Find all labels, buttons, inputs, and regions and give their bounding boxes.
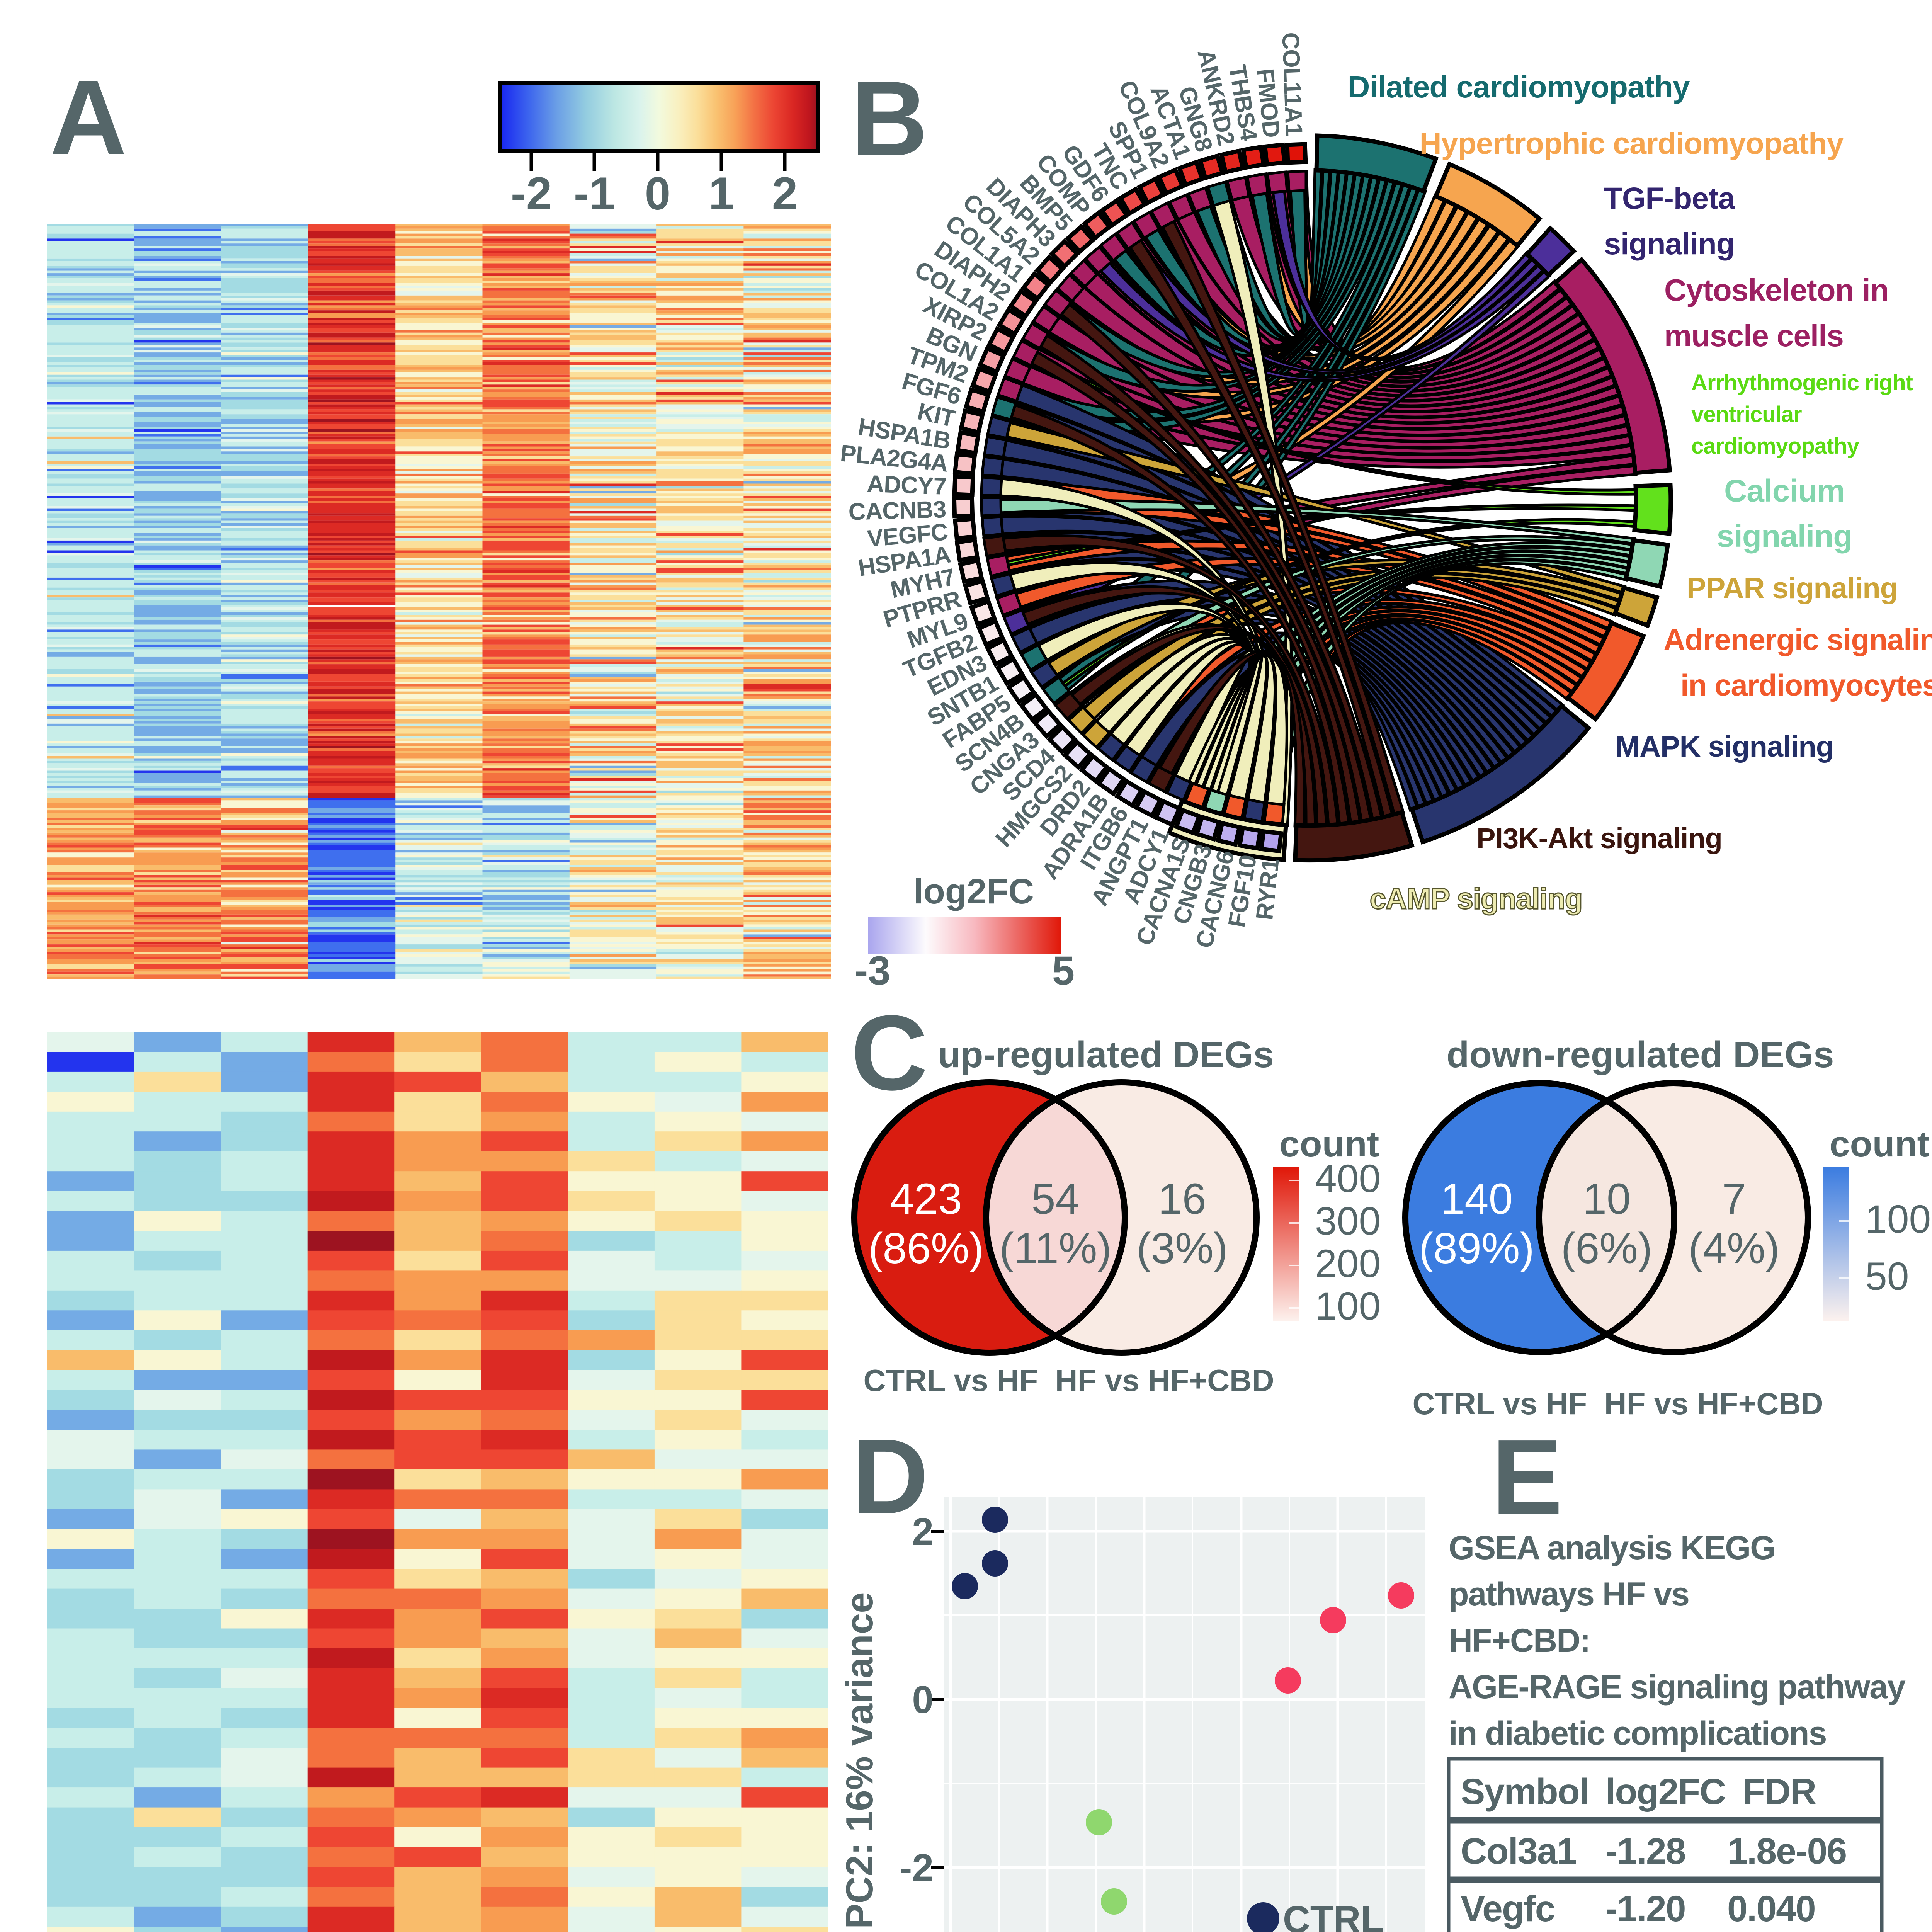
svg-text:pathways HF vs: pathways HF vs bbox=[1449, 1576, 1689, 1613]
svg-text:0: 0 bbox=[645, 168, 671, 219]
svg-text:100: 100 bbox=[1865, 1197, 1931, 1241]
svg-text:C: C bbox=[851, 993, 928, 1112]
svg-text:Dilated cardiomyopathy: Dilated cardiomyopathy bbox=[1348, 70, 1690, 104]
svg-text:HF+CBD:: HF+CBD: bbox=[1449, 1622, 1590, 1659]
svg-text:Calcium: Calcium bbox=[1724, 473, 1845, 509]
svg-text:cAMP signaling: cAMP signaling bbox=[1370, 883, 1582, 915]
svg-text:TGF-beta: TGF-beta bbox=[1604, 181, 1736, 215]
svg-text:(6%): (6%) bbox=[1561, 1224, 1652, 1272]
svg-text:-2: -2 bbox=[511, 168, 552, 219]
svg-text:(89%): (89%) bbox=[1419, 1224, 1534, 1272]
svg-text:1.8e-06: 1.8e-06 bbox=[1727, 1831, 1846, 1872]
svg-text:Arrhythmogenic right: Arrhythmogenic right bbox=[1691, 370, 1913, 395]
svg-text:Vegfc: Vegfc bbox=[1461, 1888, 1555, 1929]
svg-text:A: A bbox=[50, 58, 127, 177]
svg-text:-1: -1 bbox=[574, 168, 615, 219]
svg-text:100: 100 bbox=[1315, 1284, 1381, 1328]
svg-text:(86%): (86%) bbox=[868, 1224, 984, 1272]
svg-text:FDR: FDR bbox=[1743, 1771, 1816, 1812]
svg-text:300: 300 bbox=[1315, 1199, 1381, 1243]
svg-text:0: 0 bbox=[912, 1678, 934, 1721]
svg-text:ADCY7: ADCY7 bbox=[867, 471, 947, 500]
svg-text:0.040: 0.040 bbox=[1727, 1888, 1815, 1929]
svg-text:in cardiomyocytes: in cardiomyocytes bbox=[1680, 668, 1932, 702]
svg-text:log2FC: log2FC bbox=[913, 872, 1034, 911]
svg-text:16: 16 bbox=[1158, 1175, 1206, 1223]
svg-text:signaling: signaling bbox=[1717, 519, 1852, 554]
svg-text:-1.28: -1.28 bbox=[1605, 1831, 1685, 1872]
svg-text:10: 10 bbox=[1583, 1175, 1631, 1223]
svg-text:down-regulated DEGs: down-regulated DEGs bbox=[1447, 1034, 1834, 1075]
svg-text:Cytoskeleton in: Cytoskeleton in bbox=[1664, 273, 1889, 307]
svg-text:signaling: signaling bbox=[1604, 226, 1735, 261]
svg-text:COL11A1: COL11A1 bbox=[1277, 32, 1307, 136]
svg-text:400: 400 bbox=[1315, 1156, 1381, 1201]
svg-text:200: 200 bbox=[1315, 1242, 1381, 1286]
svg-text:up-regulated DEGs: up-regulated DEGs bbox=[938, 1034, 1274, 1075]
svg-text:muscle cells: muscle cells bbox=[1664, 318, 1844, 353]
svg-text:PC2: 16% variance: PC2: 16% variance bbox=[838, 1592, 881, 1929]
svg-text:AGE-RAGE signaling pathway: AGE-RAGE signaling pathway bbox=[1449, 1668, 1906, 1706]
svg-text:54: 54 bbox=[1031, 1175, 1080, 1223]
svg-text:cardiomyopathy: cardiomyopathy bbox=[1691, 434, 1859, 459]
svg-text:2: 2 bbox=[912, 1510, 934, 1553]
svg-text:RYR1: RYR1 bbox=[1251, 857, 1284, 922]
svg-text:Hypertrophic cardiomyopathy: Hypertrophic cardiomyopathy bbox=[1420, 126, 1844, 160]
svg-text:E: E bbox=[1492, 1418, 1563, 1537]
svg-text:CTRL vs HF HF vs HF+CBD: CTRL vs HF HF vs HF+CBD bbox=[1412, 1386, 1823, 1421]
svg-text:log2FC: log2FC bbox=[1605, 1771, 1725, 1812]
svg-text:5: 5 bbox=[1052, 948, 1075, 993]
svg-text:ventricular: ventricular bbox=[1691, 402, 1802, 427]
svg-text:B: B bbox=[851, 59, 928, 178]
svg-text:count: count bbox=[1830, 1124, 1930, 1165]
svg-text:(4%): (4%) bbox=[1688, 1224, 1779, 1272]
svg-text:2: 2 bbox=[772, 168, 798, 219]
svg-text:count: count bbox=[1279, 1124, 1379, 1165]
svg-text:Col3a1: Col3a1 bbox=[1461, 1831, 1577, 1872]
svg-text:CACNB3: CACNB3 bbox=[848, 496, 946, 526]
svg-text:CTRL: CTRL bbox=[1283, 1898, 1384, 1932]
svg-text:-1.20: -1.20 bbox=[1605, 1888, 1685, 1929]
svg-text:Adrenergic signaling: Adrenergic signaling bbox=[1663, 622, 1932, 656]
svg-text:GSEA analysis KEGG: GSEA analysis KEGG bbox=[1449, 1529, 1775, 1566]
svg-text:423: 423 bbox=[890, 1175, 962, 1223]
svg-text:(3%): (3%) bbox=[1136, 1224, 1228, 1272]
svg-text:CTRL vs HF HF vs HF+CBD: CTRL vs HF HF vs HF+CBD bbox=[863, 1363, 1274, 1398]
svg-text:-2: -2 bbox=[899, 1846, 934, 1889]
svg-text:MAPK signaling: MAPK signaling bbox=[1616, 730, 1833, 763]
svg-text:PPAR signaling: PPAR signaling bbox=[1687, 572, 1898, 605]
svg-text:-3: -3 bbox=[854, 948, 890, 993]
svg-text:Symbol: Symbol bbox=[1461, 1771, 1588, 1812]
svg-text:50: 50 bbox=[1865, 1254, 1909, 1298]
svg-text:(11%): (11%) bbox=[999, 1224, 1111, 1272]
svg-text:D: D bbox=[852, 1417, 929, 1536]
svg-text:PI3K-Akt signaling: PI3K-Akt signaling bbox=[1476, 822, 1722, 854]
svg-text:7: 7 bbox=[1722, 1175, 1746, 1223]
svg-text:1: 1 bbox=[709, 168, 735, 219]
svg-text:140: 140 bbox=[1440, 1175, 1513, 1223]
svg-text:in diabetic complications: in diabetic complications bbox=[1449, 1715, 1826, 1752]
